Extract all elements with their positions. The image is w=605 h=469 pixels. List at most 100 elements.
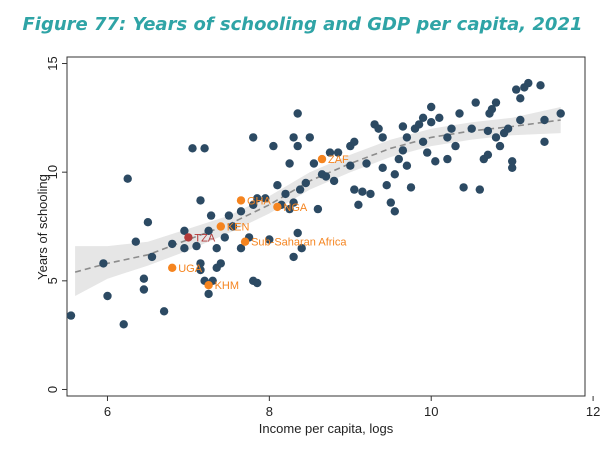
data-point: [305, 133, 314, 142]
point-label: KEN: [227, 222, 250, 234]
data-point: [406, 183, 416, 192]
data-point: [139, 274, 149, 283]
data-point: [159, 307, 169, 316]
data-point: [295, 185, 305, 194]
data-point: [536, 81, 545, 90]
point-label: Sub-Saharan Africa: [251, 237, 347, 249]
data-point: [204, 226, 213, 235]
data-point: [143, 218, 153, 227]
data-point: [131, 237, 140, 246]
data-point: [427, 118, 436, 127]
highlighted-point: [236, 196, 246, 205]
data-point: [66, 311, 76, 320]
data-point: [333, 148, 343, 157]
data-point: [418, 113, 428, 123]
x-tick-label: 6: [104, 404, 111, 419]
data-point: [123, 174, 132, 183]
data-point: [325, 148, 335, 157]
data-point: [358, 187, 367, 196]
data-point: [200, 144, 209, 153]
data-point: [293, 228, 302, 238]
data-point: [206, 211, 216, 220]
data-point: [309, 159, 319, 168]
data-point: [459, 183, 468, 192]
data-point: [516, 115, 525, 125]
point-label: GHA: [247, 195, 272, 207]
data-point: [512, 85, 521, 94]
data-point: [483, 126, 493, 136]
highlighted-points-layer: GHA ZAF NGA KEN TZA Sub-Saharan Africa UGA KHM: [168, 154, 349, 292]
data-point: [261, 194, 270, 203]
data-point: [313, 204, 323, 214]
data-point: [390, 170, 399, 179]
data-point: [483, 150, 493, 159]
data-point: [196, 259, 205, 268]
data-point: [293, 141, 302, 151]
data-point: [321, 172, 331, 181]
data-point: [216, 259, 225, 268]
data-point: [196, 265, 205, 275]
highlighted-point: [317, 154, 327, 164]
data-point: [293, 109, 302, 118]
data-point: [503, 124, 513, 133]
data-point: [249, 200, 258, 209]
data-point: [289, 252, 298, 262]
data-point: [99, 259, 108, 268]
data-point: [301, 178, 310, 188]
x-tick-label: 8: [266, 404, 273, 419]
data-point: [224, 211, 234, 220]
point-label: ZAF: [328, 154, 349, 166]
data-point: [491, 133, 501, 142]
data-point: [350, 137, 359, 146]
data-point: [285, 159, 294, 168]
data-point: [139, 285, 149, 294]
data-point: [289, 198, 298, 207]
data-point: [119, 320, 128, 329]
data-point: [220, 233, 229, 242]
data-point: [516, 94, 525, 103]
x-tick-label: 10: [424, 404, 438, 419]
x-axis-title: Income per capita, logs: [259, 421, 394, 436]
plot-frame: [66, 56, 586, 397]
highlighted-point: [216, 222, 225, 231]
axes-layer: 6 8 10 12 0 5 10 15: [45, 56, 600, 419]
point-label: NGA: [283, 202, 308, 214]
data-point: [236, 244, 246, 253]
data-point: [443, 154, 452, 164]
x-tick-label: 12: [586, 404, 600, 419]
y-tick-label: 0: [45, 386, 60, 393]
data-point: [103, 291, 112, 301]
data-point: [265, 235, 274, 244]
data-point: [180, 244, 189, 253]
data-point: [508, 163, 517, 172]
y-tick-label: 10: [45, 165, 60, 179]
data-point: [269, 141, 278, 151]
data-point: [402, 161, 412, 170]
point-label: UGA: [178, 263, 203, 275]
data-point: [147, 252, 157, 262]
data-point: [540, 137, 549, 146]
data-point: [378, 133, 387, 142]
data-point: [204, 289, 213, 299]
data-point: [346, 161, 355, 170]
data-point: [540, 115, 549, 125]
data-point: [495, 141, 505, 151]
data-point: [467, 124, 476, 133]
data-point: [289, 133, 298, 142]
data-point: [394, 154, 403, 164]
data-point: [471, 98, 480, 107]
data-point: [188, 144, 197, 153]
points-layer: [66, 78, 565, 329]
highlighted-point: [204, 281, 213, 290]
data-point: [508, 157, 517, 166]
data-point: [443, 133, 452, 142]
data-point: [297, 244, 306, 253]
data-point: [447, 124, 456, 133]
data-point: [435, 113, 444, 123]
data-point: [374, 124, 383, 133]
data-point: [418, 137, 428, 146]
figure-title: Figure 77: Years of schooling and GDP pe…: [22, 14, 583, 35]
data-point: [398, 146, 408, 155]
point-label: KHM: [215, 280, 239, 292]
